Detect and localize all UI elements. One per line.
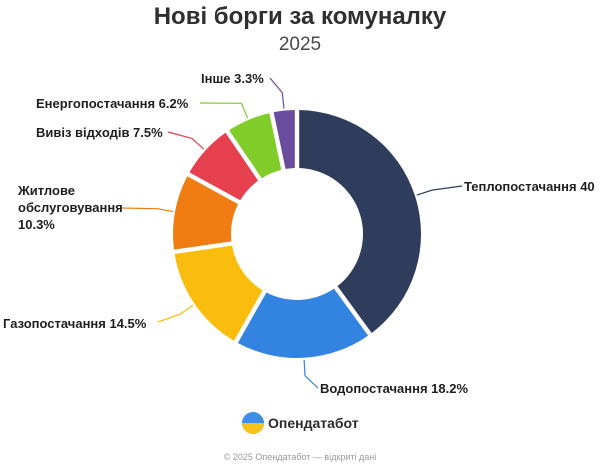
slice-label-7: Інше 3.3% (201, 71, 264, 86)
slice-label-1: Теплопостачання 40 (464, 179, 595, 194)
slice-label-5: Вивіз відходів 7.5% (36, 125, 163, 140)
leader-line-6 (199, 102, 249, 119)
slice-label-3: Газопостачання 14.5% (3, 316, 147, 331)
chart-subtitle: 2025 (279, 34, 321, 55)
donut-slices (173, 110, 421, 359)
brand-logo: Опендатабот (242, 412, 359, 434)
leader-line-3 (157, 304, 194, 323)
donut-slice-2 (237, 288, 369, 359)
donut-slice-6 (229, 113, 282, 179)
donut-slice-7 (273, 110, 295, 169)
chart-title: Нові борги за комуналку (154, 3, 447, 30)
leader-line-2 (303, 359, 319, 389)
donut-slice-3 (174, 245, 263, 341)
leader-line-5 (167, 131, 205, 150)
slice-label-6: Енергопостачання 6.2% (36, 96, 189, 111)
donut-slice-4 (173, 176, 239, 250)
leader-line-7 (269, 77, 285, 109)
donut-slice-5 (189, 132, 259, 201)
donut-slice-1 (299, 110, 421, 334)
brand-name: Опендатабот (268, 415, 359, 431)
slice-labels: Теплопостачання 40 Водопостачання 18.2% Га… (3, 71, 595, 396)
brand-logo-icon-half (242, 423, 264, 434)
leader-line-4 (119, 207, 174, 213)
slice-label-2: Водопостачання 18.2% (320, 381, 468, 396)
slice-label-4: Житлове обслуговування 10.3% (17, 183, 123, 232)
leader-line-1 (416, 185, 463, 196)
footer-text: © 2025 Опендатабот — відкриті дані (224, 452, 377, 462)
label-leaders (119, 77, 463, 389)
